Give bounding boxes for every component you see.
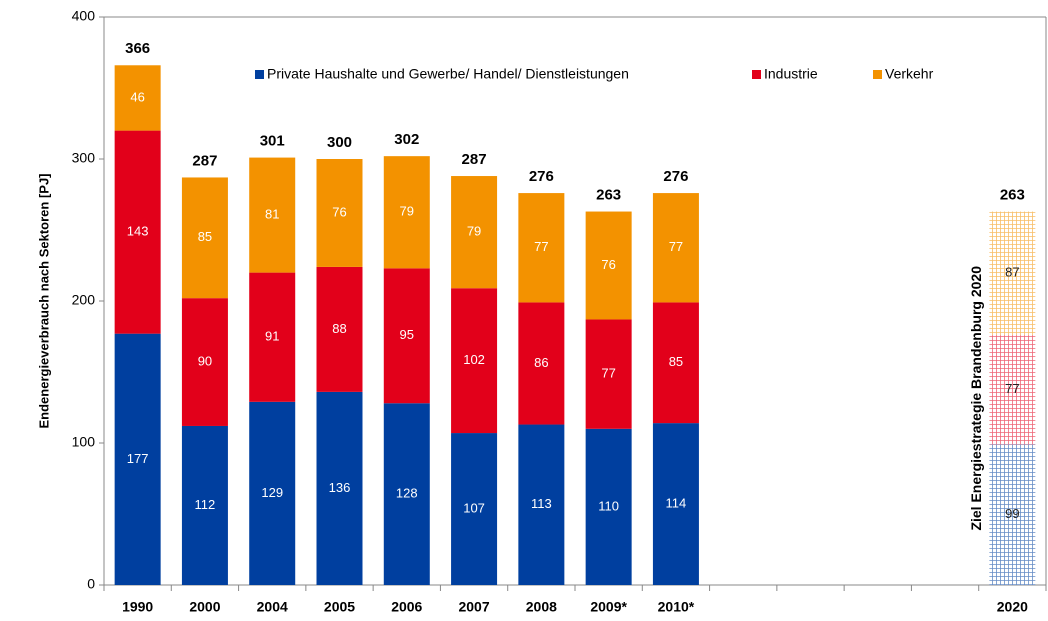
- x-tick-label: 2020: [997, 599, 1028, 615]
- value-label: 107: [463, 500, 485, 515]
- bar-segment: [652, 302, 699, 424]
- x-tick-label: 2006: [391, 599, 422, 615]
- legend-label: Private Haushalte und Gewerbe/ Handel/ D…: [267, 66, 629, 82]
- bar-segment: [652, 193, 699, 303]
- value-label: 129: [261, 485, 283, 500]
- bar-segment: [652, 423, 699, 585]
- total-label: 263: [1000, 187, 1025, 204]
- bar-segment: [114, 130, 161, 334]
- bar-segment: [249, 272, 296, 402]
- bar-segment: [451, 288, 498, 434]
- total-label: 287: [192, 152, 217, 169]
- bar-segment: [585, 211, 632, 320]
- value-label: 86: [534, 355, 548, 370]
- total-label: 366: [125, 40, 150, 57]
- value-label: 79: [467, 224, 481, 239]
- value-label: 88: [332, 321, 346, 336]
- value-label: 128: [396, 486, 418, 501]
- bar-segment: [383, 403, 430, 585]
- legend-swatch: [255, 70, 264, 79]
- bar-segment: [114, 65, 161, 131]
- value-label: 85: [198, 229, 212, 244]
- y-tick-label: 100: [72, 434, 96, 450]
- value-label: 91: [265, 329, 279, 344]
- total-label: 301: [260, 133, 285, 150]
- bar-segment: [451, 433, 498, 585]
- total-label: 300: [327, 134, 352, 151]
- bar-segment: [989, 444, 1036, 585]
- bar-segment: [181, 298, 228, 426]
- value-label: 113: [531, 496, 552, 511]
- bar-segment: [383, 156, 430, 269]
- total-label: 276: [529, 168, 554, 185]
- bar-segment: [249, 157, 296, 273]
- value-label: 114: [666, 495, 687, 510]
- value-label: 143: [127, 224, 149, 239]
- value-label: 95: [400, 327, 414, 342]
- bar-segment: [585, 319, 632, 429]
- value-label: 46: [130, 89, 144, 104]
- bar-segment: [316, 391, 363, 585]
- bar-segment: [518, 302, 565, 425]
- value-label: 77: [669, 239, 683, 254]
- bar-segment: [518, 193, 565, 303]
- x-tick-label: 2007: [458, 599, 489, 615]
- annotation: Ziel Energiestrategie Brandenburg 2020: [968, 266, 984, 531]
- bar-segment: [249, 401, 296, 585]
- value-label: 112: [195, 497, 216, 512]
- x-tick-label: 2004: [257, 599, 288, 615]
- value-label: 87: [1005, 265, 1019, 280]
- value-label: 85: [669, 354, 683, 369]
- value-label: 136: [329, 480, 351, 495]
- value-label: 77: [1005, 381, 1019, 396]
- value-label: 99: [1005, 506, 1019, 521]
- legend-swatch: [873, 70, 882, 79]
- bar-segment: [518, 424, 565, 585]
- bar-segment: [989, 211, 1036, 336]
- y-tick-label: 0: [87, 576, 95, 592]
- bar-segment: [181, 425, 228, 585]
- bar-segment: [181, 177, 228, 299]
- bar-segment: [383, 268, 430, 404]
- value-label: 90: [198, 353, 212, 368]
- legend-label: Verkehr: [885, 66, 934, 82]
- value-label: 110: [598, 498, 619, 513]
- bar-segment: [316, 159, 363, 267]
- x-tick-label: 2000: [189, 599, 220, 615]
- value-label: 177: [127, 451, 149, 466]
- bar-segment: [114, 333, 161, 585]
- total-label: 276: [663, 168, 688, 185]
- bar-segment: [585, 428, 632, 585]
- legend-label: Industrie: [764, 66, 818, 82]
- value-label: 77: [534, 239, 548, 254]
- value-label: 77: [601, 366, 615, 381]
- bar-segment: [316, 266, 363, 392]
- value-label: 102: [463, 352, 485, 367]
- legend-swatch: [752, 70, 761, 79]
- bar-segment: [451, 176, 498, 289]
- total-label: 263: [596, 187, 621, 204]
- value-label: 81: [265, 207, 279, 222]
- value-label: 76: [332, 204, 346, 219]
- bar-segment: [989, 335, 1036, 445]
- x-tick-label: 2008: [526, 599, 557, 615]
- total-label: 302: [394, 131, 419, 148]
- value-label: 79: [400, 204, 414, 219]
- x-tick-label: 1990: [122, 599, 153, 615]
- value-label: 76: [601, 257, 615, 272]
- x-tick-label: 2009*: [590, 599, 627, 615]
- y-tick-label: 300: [72, 150, 96, 166]
- y-axis-label: Endenergieverbrauch nach Sektoren [PJ]: [36, 173, 51, 428]
- x-tick-label: 2010*: [658, 599, 695, 615]
- y-tick-label: 200: [72, 292, 96, 308]
- x-tick-label: 2005: [324, 599, 355, 615]
- y-tick-label: 400: [72, 8, 96, 24]
- total-label: 287: [462, 151, 487, 168]
